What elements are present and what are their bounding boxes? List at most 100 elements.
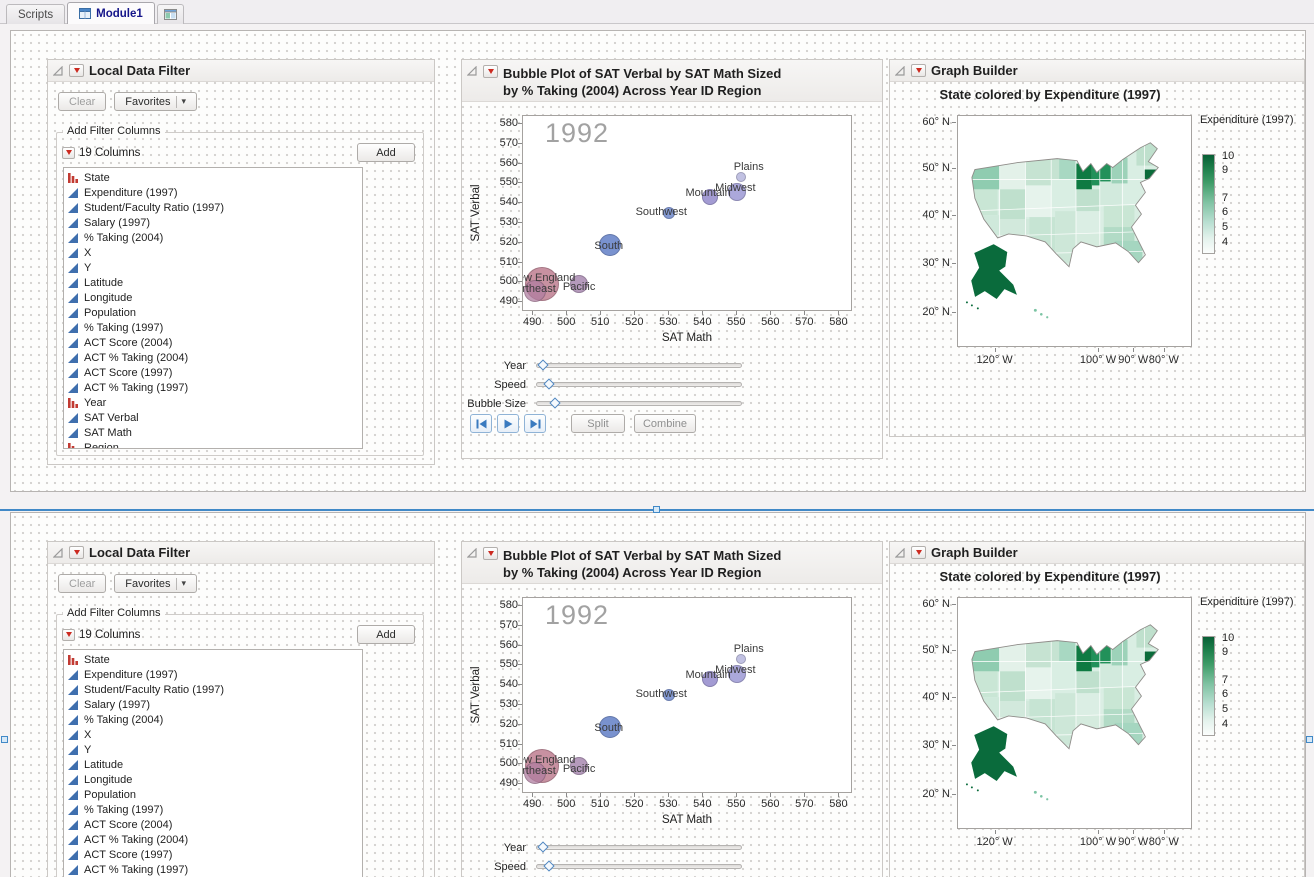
red-triangle-menu-button[interactable]	[911, 546, 926, 559]
filter-column-item[interactable]: ACT Score (1997)	[64, 365, 362, 380]
us-choropleth-map[interactable]	[957, 597, 1192, 829]
region-bubble[interactable]	[523, 762, 546, 785]
region-bubble[interactable]	[702, 189, 719, 206]
slider-track[interactable]	[536, 860, 742, 872]
filter-column-item[interactable]: Student/Faculty Ratio (1997)	[64, 682, 362, 697]
filter-columns-list[interactable]: State Expenditure (1997) Student/Faculty R…	[63, 649, 363, 877]
red-triangle-menu-button[interactable]	[62, 146, 75, 159]
filter-column-item[interactable]: X	[64, 727, 362, 742]
filter-column-item[interactable]: Longitude	[64, 290, 362, 305]
filter-column-item[interactable]: Population	[64, 787, 362, 802]
filter-column-item[interactable]: X	[64, 245, 362, 260]
add-button[interactable]: Add	[357, 143, 415, 162]
filter-column-item[interactable]: Population	[64, 305, 362, 320]
resize-handle-right[interactable]	[1306, 736, 1313, 743]
map-y-tick-mark	[952, 696, 956, 698]
filter-column-item[interactable]: State	[64, 170, 362, 185]
disclosure-triangle-icon[interactable]	[895, 547, 906, 559]
region-bubble[interactable]	[570, 757, 589, 776]
disclosure-triangle-icon[interactable]	[467, 66, 478, 77]
slider-thumb[interactable]	[543, 378, 555, 390]
bubble-plot-frame[interactable]: 1992 New EnglandNortheast Pacific South Sout…	[522, 115, 852, 311]
filter-column-item[interactable]: ACT % Taking (1997)	[64, 380, 362, 395]
slider-track[interactable]	[536, 359, 742, 371]
filter-column-item[interactable]: SAT Verbal	[64, 410, 362, 425]
filter-column-item[interactable]: SAT Math	[64, 425, 362, 440]
filter-column-item[interactable]: Expenditure (1997)	[64, 667, 362, 682]
region-bubble[interactable]	[523, 280, 546, 303]
map-y-tick-label: 40° N	[922, 208, 950, 221]
filter-column-item[interactable]: Salary (1997)	[64, 215, 362, 230]
favorites-button[interactable]: Favorites ▾	[114, 574, 198, 593]
filter-column-item[interactable]: ACT Score (2004)	[64, 817, 362, 832]
red-triangle-menu-button[interactable]	[69, 64, 84, 77]
play-button[interactable]	[497, 414, 519, 433]
combine-button[interactable]: Combine	[634, 414, 696, 433]
red-triangle-menu-button[interactable]	[483, 65, 498, 78]
tab-scripts[interactable]: Scripts	[6, 4, 66, 24]
filter-column-item[interactable]: % Taking (1997)	[64, 802, 362, 817]
slider-thumb[interactable]	[537, 359, 549, 371]
filter-column-item[interactable]: ACT Score (2004)	[64, 335, 362, 350]
filter-column-item[interactable]: Y	[64, 742, 362, 757]
us-choropleth-map[interactable]	[957, 115, 1192, 347]
filter-column-item[interactable]: ACT % Taking (2004)	[64, 832, 362, 847]
disclosure-triangle-icon[interactable]	[467, 548, 478, 559]
slider-track[interactable]	[536, 378, 742, 390]
region-bubble[interactable]	[735, 654, 746, 665]
red-triangle-menu-button[interactable]	[62, 628, 75, 641]
filter-column-item[interactable]: Latitude	[64, 757, 362, 772]
region-bubble[interactable]	[735, 172, 746, 183]
filter-column-item[interactable]: % Taking (2004)	[64, 230, 362, 245]
filter-column-item[interactable]: % Taking (2004)	[64, 712, 362, 727]
split-button[interactable]: Split	[571, 414, 625, 433]
region-bubble[interactable]	[702, 671, 719, 688]
filter-column-item[interactable]: Latitude	[64, 275, 362, 290]
disclosure-triangle-icon[interactable]	[895, 65, 906, 77]
step-forward-button[interactable]	[524, 414, 546, 433]
filter-column-item[interactable]: Student/Faculty Ratio (1997)	[64, 200, 362, 215]
favorites-button[interactable]: Favorites ▾	[114, 92, 198, 111]
filter-columns-list[interactable]: State Expenditure (1997) Student/Faculty R…	[63, 167, 363, 449]
disclosure-triangle-icon[interactable]	[53, 547, 64, 559]
filter-column-item[interactable]: ACT % Taking (2004)	[64, 350, 362, 365]
region-bubble[interactable]	[598, 715, 621, 738]
resize-handle-left[interactable]	[1, 736, 8, 743]
region-bubble[interactable]	[570, 275, 589, 294]
red-triangle-menu-button[interactable]	[911, 64, 926, 77]
resize-handle-top[interactable]	[653, 506, 660, 513]
tab-new-module[interactable]	[156, 4, 184, 24]
region-label: South	[594, 721, 624, 734]
filter-column-item[interactable]: Salary (1997)	[64, 697, 362, 712]
step-back-button[interactable]	[470, 414, 492, 433]
red-triangle-menu-button[interactable]	[69, 546, 84, 559]
tab-module1[interactable]: Module1	[67, 2, 155, 24]
filter-column-item[interactable]: Longitude	[64, 772, 362, 787]
disclosure-triangle-icon[interactable]	[53, 65, 64, 77]
filter-column-item[interactable]: % Taking (1997)	[64, 320, 362, 335]
slider-thumb[interactable]	[543, 860, 555, 872]
slider-thumb[interactable]	[549, 397, 562, 409]
clear-button[interactable]: Clear	[58, 92, 107, 111]
clear-button[interactable]: Clear	[58, 574, 107, 593]
filter-column-item[interactable]: ACT Score (1997)	[64, 847, 362, 862]
slider-track[interactable]	[536, 397, 742, 409]
add-button[interactable]: Add	[357, 625, 415, 644]
region-bubble[interactable]	[728, 665, 747, 684]
filter-column-item[interactable]: Region	[64, 440, 362, 448]
red-triangle-menu-button[interactable]	[483, 547, 498, 560]
region-bubble[interactable]	[663, 689, 676, 701]
filter-column-item[interactable]: Expenditure (1997)	[64, 185, 362, 200]
bubble-plot-frame[interactable]: 1992 New EnglandNortheast Pacific South Sout…	[522, 597, 852, 793]
group-title: Add Filter Columns	[63, 125, 165, 137]
region-bubble[interactable]	[598, 233, 621, 256]
slider-thumb[interactable]	[537, 841, 549, 853]
filter-column-item[interactable]: ACT % Taking (1997)	[64, 862, 362, 877]
filter-column-item[interactable]: Year	[64, 395, 362, 410]
slider-track[interactable]	[536, 841, 742, 853]
filter-column-item[interactable]: Y	[64, 260, 362, 275]
region-bubble[interactable]	[663, 207, 676, 219]
region-bubble[interactable]	[728, 183, 747, 202]
filter-column-item[interactable]: State	[64, 652, 362, 667]
x-tick-mark	[634, 311, 636, 315]
